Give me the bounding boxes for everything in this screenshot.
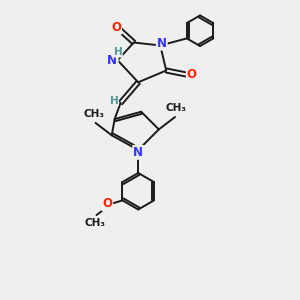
Text: N: N — [107, 54, 117, 67]
Text: N: N — [107, 54, 117, 67]
Text: O: O — [102, 197, 112, 210]
Text: O: O — [187, 68, 197, 81]
Text: N: N — [133, 146, 143, 159]
Text: CH₃: CH₃ — [84, 110, 105, 119]
Text: O: O — [111, 21, 121, 34]
Text: H: H — [113, 47, 122, 57]
Text: N: N — [107, 54, 117, 67]
Text: H: H — [110, 95, 118, 106]
Text: CH₃: CH₃ — [166, 103, 187, 113]
Text: CH₃: CH₃ — [85, 218, 106, 228]
Text: N: N — [157, 37, 167, 50]
